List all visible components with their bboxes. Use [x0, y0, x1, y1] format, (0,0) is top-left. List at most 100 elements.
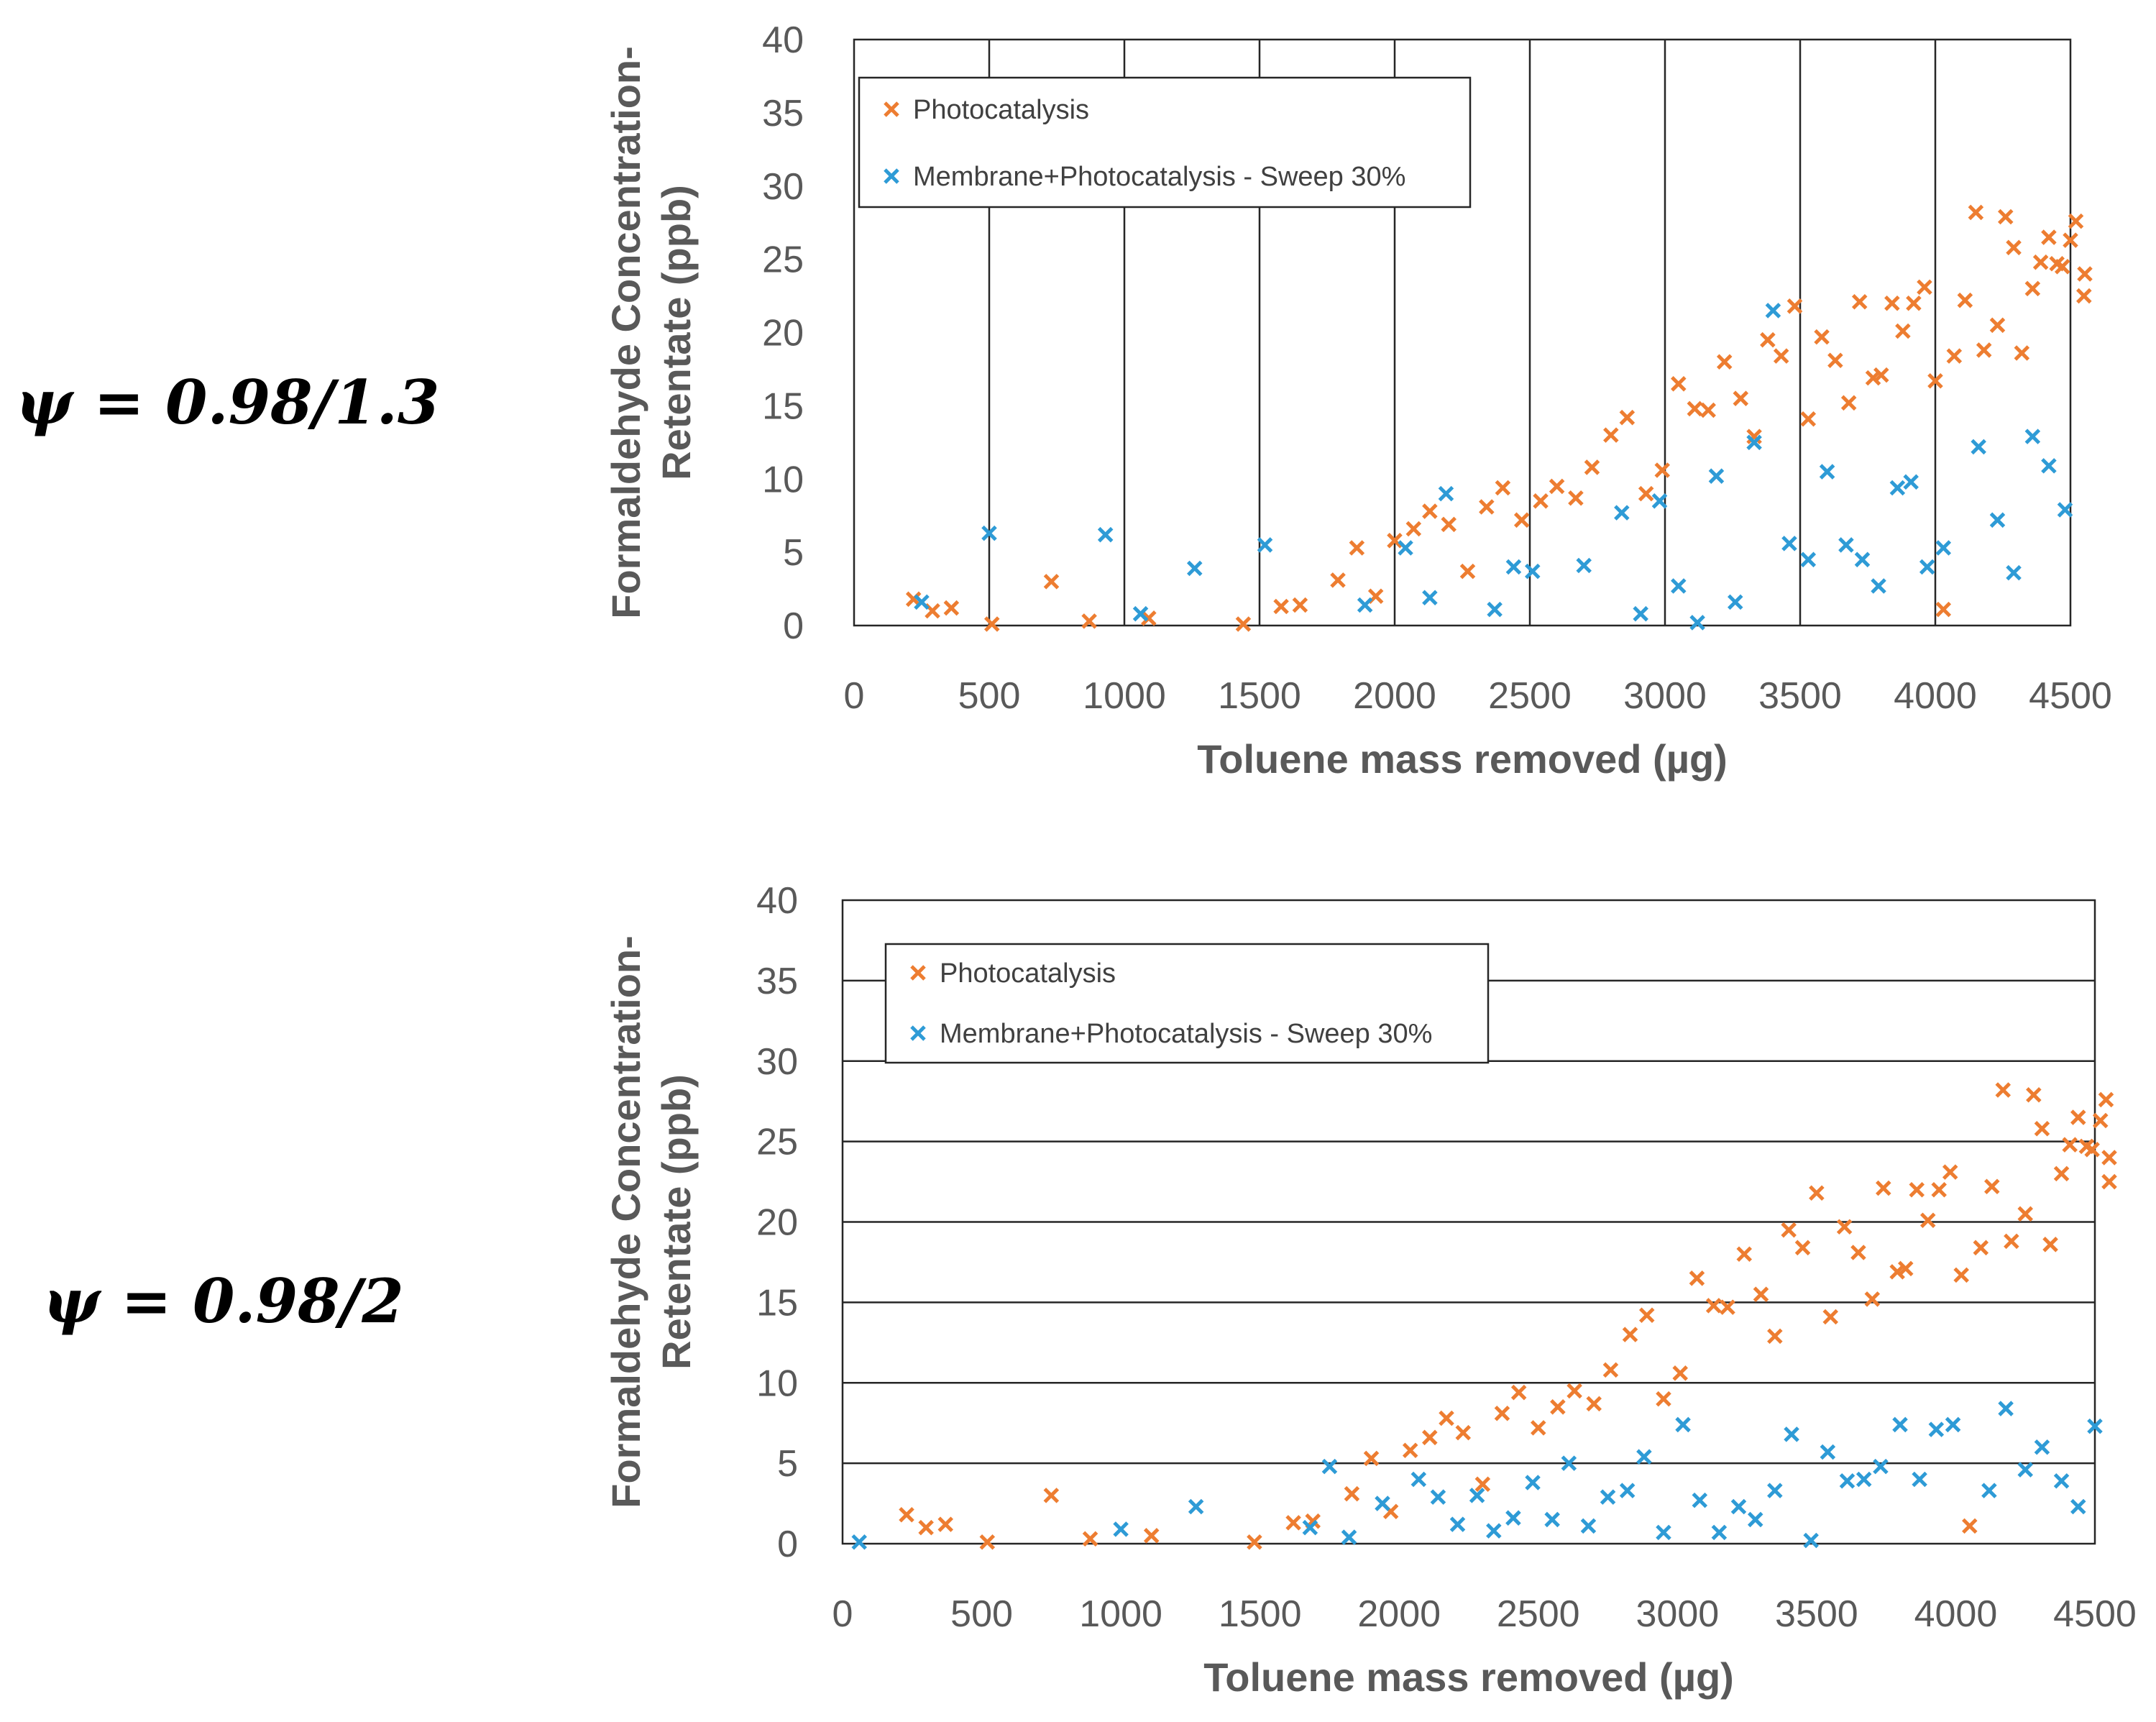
- data-point: [1341, 1529, 1357, 1545]
- data-point: [1935, 601, 1952, 618]
- data-point: [1876, 1180, 1891, 1196]
- data-point: [1794, 1240, 1811, 1256]
- data-point: [1727, 594, 1743, 610]
- data-point: [983, 616, 1000, 632]
- data-point: [1973, 1240, 1989, 1256]
- data-point: [1544, 1511, 1560, 1528]
- data-point: [1781, 1222, 1797, 1238]
- data-point: [2041, 458, 2057, 474]
- data-point: [1746, 434, 1762, 451]
- data-point: [1997, 209, 2014, 225]
- y-axis-title-line: Formaldehyde Concentration-: [603, 935, 648, 1508]
- data-point: [1689, 1270, 1705, 1286]
- data-point: [1814, 329, 1830, 345]
- data-point: [1942, 1164, 1958, 1180]
- data-point: [1851, 293, 1868, 310]
- legend-marker: [884, 168, 899, 184]
- legend-marker: [884, 101, 899, 117]
- data-point: [981, 525, 997, 541]
- data-point: [1968, 204, 1984, 221]
- data-point: [1675, 1416, 1691, 1433]
- data-point: [1917, 279, 1932, 296]
- data-point: [851, 1534, 867, 1550]
- data-point: [1561, 1455, 1577, 1471]
- data-point: [1897, 1260, 1914, 1277]
- plot-frame: [841, 899, 2096, 1545]
- data-point: [1568, 490, 1584, 506]
- data-point: [1765, 303, 1781, 319]
- data-point: [2053, 1165, 2070, 1182]
- legend-entry: Photocatalysis: [940, 958, 1116, 989]
- data-point: [1786, 298, 1803, 314]
- data-point: [1285, 1515, 1301, 1531]
- data-point: [1439, 1410, 1454, 1426]
- data-point: [1953, 1267, 1969, 1283]
- data-point: [1746, 429, 1762, 444]
- data-point: [1566, 1383, 1582, 1399]
- data-point: [1510, 1384, 1527, 1401]
- data-point: [943, 600, 960, 616]
- y-axis-title-line: Retentate (ppb): [653, 1074, 699, 1370]
- x-tick-label: 4000: [1894, 675, 1977, 717]
- data-point: [1957, 292, 1973, 308]
- data-point: [1687, 400, 1703, 417]
- data-point: [1889, 480, 1906, 496]
- data-point: [1550, 1399, 1566, 1415]
- y-tick-label: 15: [762, 385, 804, 427]
- data-point: [1430, 1489, 1446, 1505]
- data-point: [1600, 1489, 1616, 1505]
- data-point: [2084, 1142, 2100, 1158]
- data-point: [1524, 563, 1541, 580]
- data-point: [979, 1534, 996, 1550]
- y-tick-label: 40: [762, 19, 804, 61]
- data-point: [1884, 295, 1900, 311]
- data-point: [1906, 295, 1922, 311]
- data-point: [1689, 615, 1705, 631]
- data-point: [2042, 1237, 2058, 1252]
- data-point: [1043, 1488, 1060, 1503]
- data-point: [2068, 213, 2084, 229]
- data-point: [1619, 409, 1636, 426]
- x-axis-title: Toluene mass removed (µg): [1203, 1654, 1734, 1700]
- data-point: [1405, 521, 1422, 537]
- data-point: [1549, 478, 1565, 495]
- data-point: [1840, 395, 1857, 411]
- data-point: [1357, 597, 1373, 613]
- data-point: [1672, 1365, 1688, 1381]
- data-point: [1132, 605, 1149, 622]
- data-point: [1654, 462, 1671, 478]
- data-point: [1838, 537, 1854, 553]
- y-tick-label: 30: [756, 1041, 798, 1083]
- data-point: [2026, 1086, 2042, 1103]
- data-point: [2014, 345, 2030, 361]
- data-point: [1486, 1523, 1502, 1539]
- data-point: [1402, 1442, 1418, 1458]
- data-point: [2098, 1091, 2114, 1108]
- data-point: [2087, 1418, 2103, 1434]
- data-point: [1819, 464, 1835, 480]
- data-point: [1946, 348, 1963, 364]
- data-point: [1984, 1178, 2000, 1195]
- y-tick-label: 15: [756, 1282, 798, 1324]
- data-point: [1186, 560, 1203, 577]
- data-point: [1656, 1524, 1671, 1541]
- data-point: [1733, 390, 1749, 406]
- data-point: [2063, 232, 2078, 248]
- data-point: [2070, 1498, 2086, 1515]
- y-tick-label: 40: [756, 880, 798, 922]
- data-point: [2092, 1112, 2109, 1129]
- y-tick-label: 25: [756, 1122, 798, 1163]
- x-tick-label: 2500: [1497, 1593, 1580, 1635]
- y-tick-label: 20: [762, 313, 804, 354]
- data-point: [1257, 537, 1273, 553]
- data-point: [2101, 1173, 2117, 1190]
- data-point: [2034, 1439, 2050, 1455]
- data-point: [1671, 578, 1687, 594]
- data-point: [1586, 1396, 1602, 1412]
- data-point: [1747, 1511, 1763, 1528]
- data-point: [1809, 1185, 1825, 1201]
- data-point: [914, 594, 930, 610]
- data-point: [2006, 564, 2022, 581]
- data-point: [1495, 480, 1511, 496]
- data-point: [899, 1506, 914, 1523]
